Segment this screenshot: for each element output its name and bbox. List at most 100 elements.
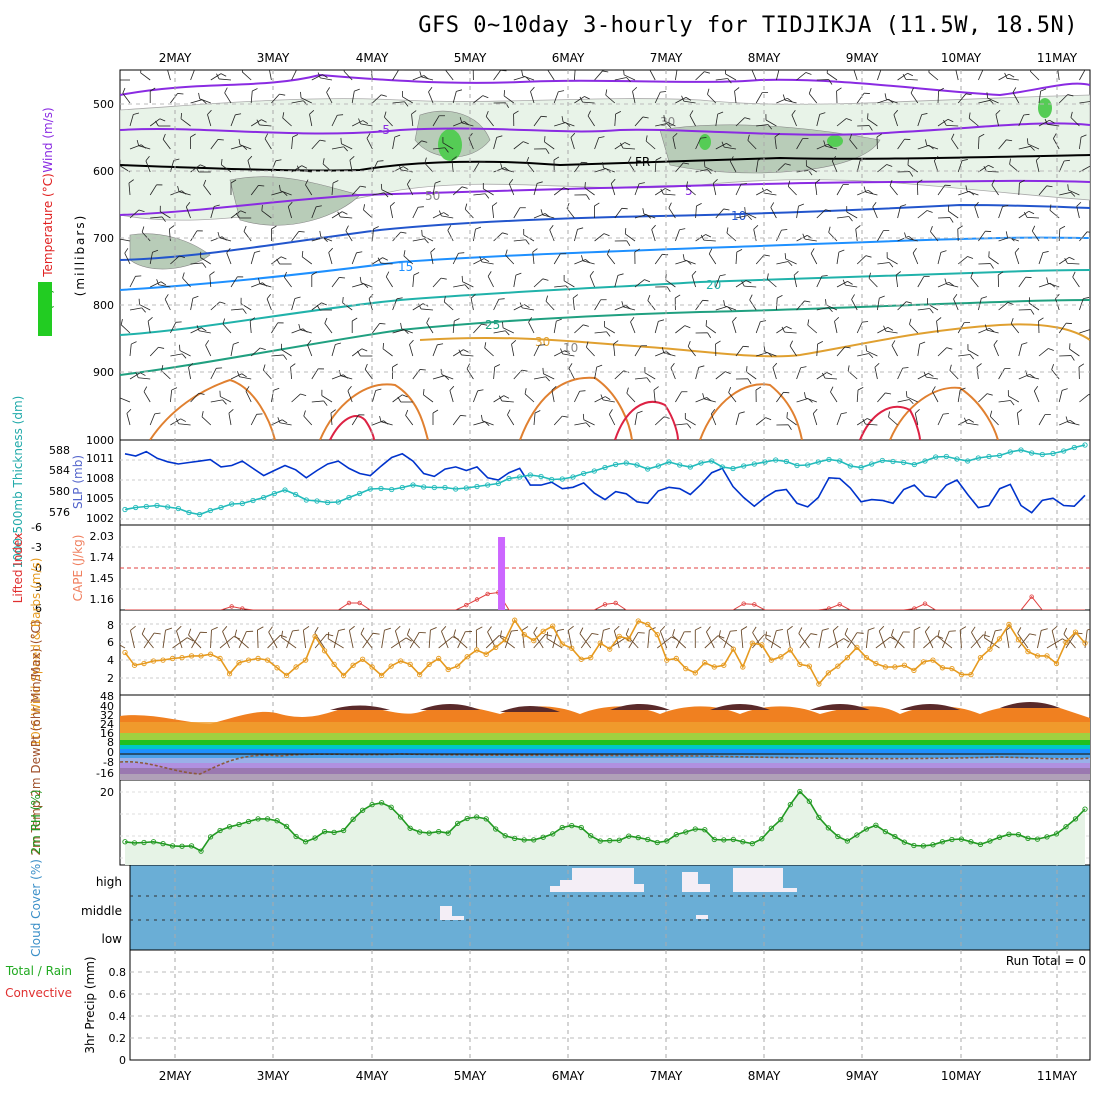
wind10m-point-24 [350,662,356,668]
barb-116 [271,159,282,173]
rh2m-point-81 [892,833,898,840]
barb-510 [755,386,762,403]
barb-321 [530,86,535,104]
barb-738 [1044,118,1060,127]
barb-614 [897,204,907,219]
barb-607 [862,418,878,426]
barb-30 [143,386,151,403]
thickness-point-27 [410,482,416,488]
barb-481 [734,87,740,104]
barb-184 [351,251,363,265]
wind10m-point-101 [1082,640,1088,646]
rh2m-point-4 [160,840,166,847]
date-top-8may: 8MAY [748,51,781,65]
rh2m-point-5 [169,843,176,849]
barb-245 [432,180,441,196]
barb-405 [634,182,645,196]
rh2m-point-99 [1063,824,1069,830]
wind10m-point-47 [569,645,575,651]
rh2m-point-6 [179,843,185,849]
barb-134 [287,201,293,219]
wind10-barb-21 [314,626,325,649]
barb-359 [574,227,584,242]
barb-460 [687,340,696,357]
barb-143 [277,417,292,426]
barb-187 [351,317,358,333]
cape-tick-203: 2.03 [90,530,115,543]
barb-418 [655,123,672,129]
wind10-barb-62 [706,626,715,649]
barb-519 [776,229,788,242]
ylabel-precip: 3hr Precip (mm) [83,956,97,1053]
barb-28 [149,346,165,357]
wind10-barb-37 [475,626,483,649]
rh2m-point-1 [131,840,138,846]
barb-525 [772,362,778,380]
barb-727 [1031,225,1040,242]
wind10m-point-98 [1053,660,1060,667]
date-bottom-11may: 11MAY [1037,1069,1078,1083]
barb-749 [1051,364,1060,380]
barb-486 [735,215,753,221]
barb-121 [257,277,272,288]
thickness-point-78 [954,456,960,462]
barb-419 [645,135,656,150]
rh2m-point-91 [987,838,993,844]
wind10-barb-98 [1051,625,1058,649]
rh2m-point-66 [749,840,755,847]
ylabel-millibars: (millibars) [73,214,87,297]
wind10-barb-7 [191,631,207,649]
barb-301 [493,364,501,380]
barb-91 [222,318,232,334]
barb-467 [715,143,732,150]
barb-529 [782,94,797,104]
barb-651 [936,317,942,334]
wind10-barb-73 [818,628,829,649]
barb-635 [909,318,919,334]
cloud-mid-1 [440,906,452,920]
wind10-barb-27 [381,627,391,649]
thickness-point-11 [239,500,245,507]
panel-ylabels: Wind (m/s) Temperature (°C) RH (%) (mill… [5,107,97,1053]
precip-tick-08: 0.8 [109,966,127,979]
li-tick-3: 3 [35,581,42,594]
barb-343 [549,224,555,242]
barb-722 [1038,119,1055,127]
temp-tick-0: 0 [107,746,114,759]
barb-740 [1058,159,1070,173]
rh2m-point-55 [645,836,651,843]
barb-502 [744,207,757,219]
wind10m-point-83 [911,667,917,673]
barb-713 [1018,276,1032,288]
barb-404 [628,156,636,173]
barb-646 [937,217,954,223]
barb-479 [710,408,717,426]
barb-119 [270,225,277,241]
barb-349 [542,367,555,380]
barb-248 [430,248,436,265]
barb-311 [513,239,530,245]
barb-596 [877,164,893,173]
cape-li-series [120,537,1090,610]
barb-389 [610,178,616,196]
barb-200 [372,257,388,265]
barb-351 [553,415,569,426]
rh2m-point-29 [397,814,404,820]
wind10-barb-81 [894,631,910,649]
li-point-21 [346,600,352,606]
thickness-point-85 [1029,450,1035,456]
thickness-point-89 [1071,444,1077,451]
thickness-point-73 [901,459,907,466]
thickness-point-63 [794,462,800,469]
rh2m-point-37 [474,814,480,820]
wind10m-point-27 [378,672,385,679]
barb-306 [513,110,519,127]
date-bottom-4may: 4MAY [356,1069,389,1083]
barb-550 [816,209,832,219]
ylabel-slp: SLP (mb) [71,455,85,509]
barb-72 [200,251,212,265]
rh-shade-70d [1038,98,1052,118]
barb-353 [574,96,590,104]
barb-654 [932,386,939,403]
